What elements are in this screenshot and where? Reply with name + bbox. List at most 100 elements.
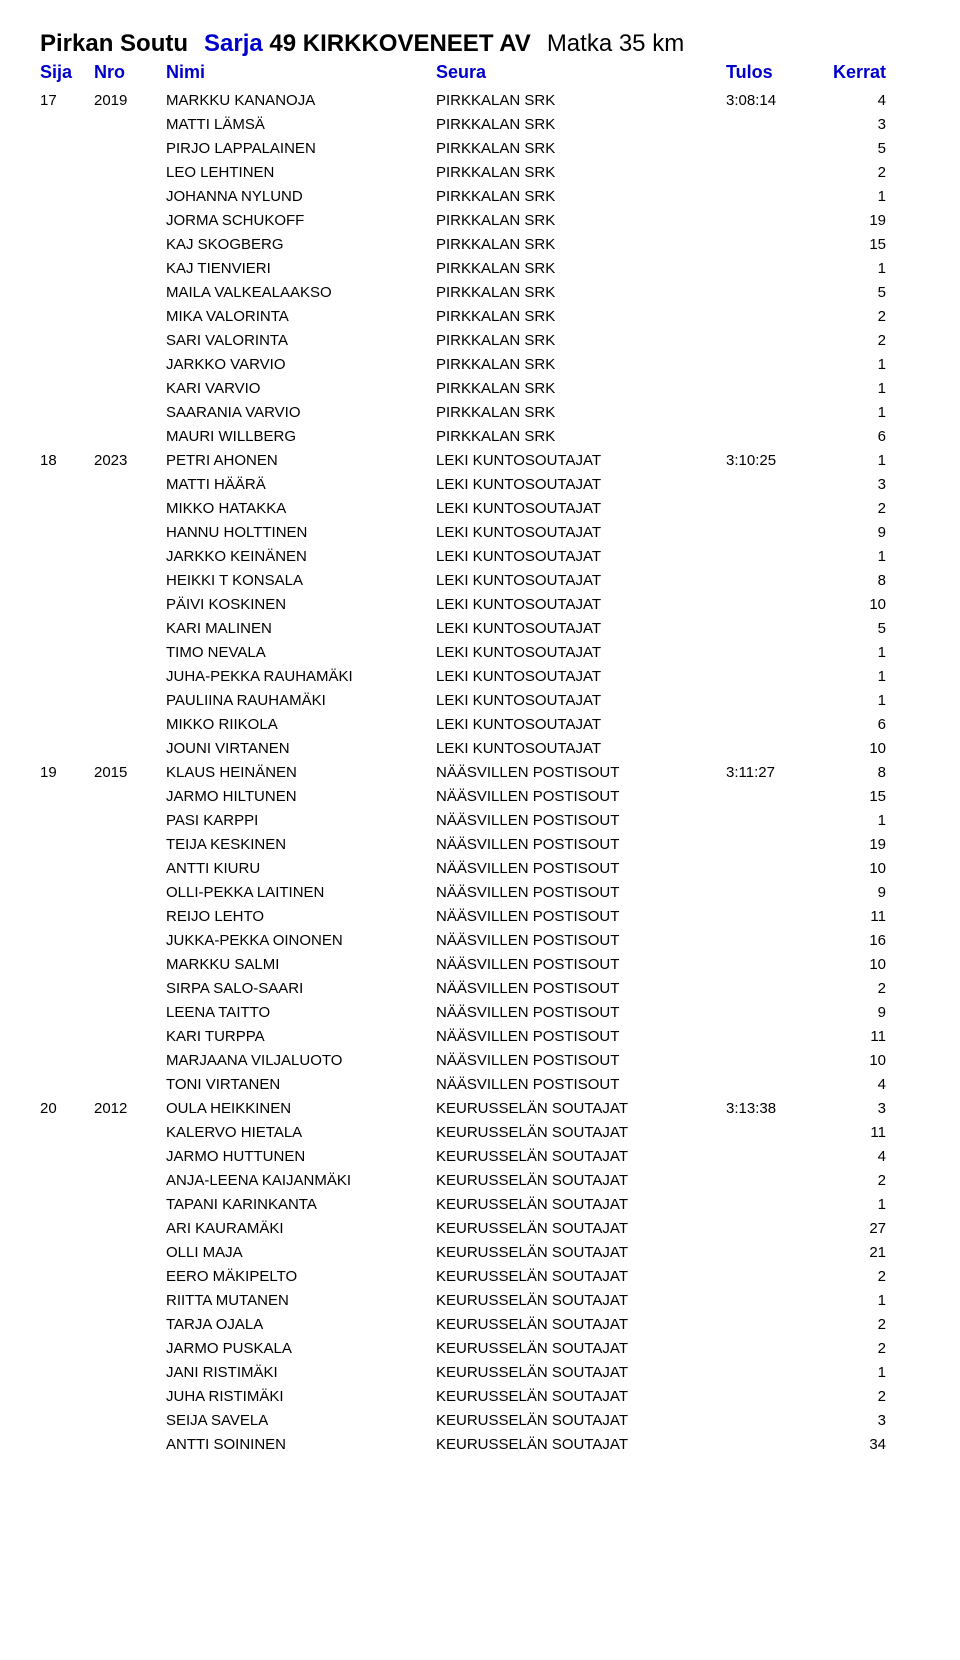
cell-name: JUHA-PEKKA RAUHAMÄKI — [166, 665, 436, 689]
cell-count: 19 — [816, 833, 886, 857]
cell-name: OLLI MAJA — [166, 1241, 436, 1265]
cell-time — [726, 329, 816, 353]
cell-place — [40, 545, 94, 569]
header-nro: Nro — [94, 62, 166, 83]
cell-count: 27 — [816, 1217, 886, 1241]
cell-time — [726, 1073, 816, 1097]
cell-count: 9 — [816, 881, 886, 905]
cell-count: 5 — [816, 281, 886, 305]
cell-time — [726, 1361, 816, 1385]
cell-count: 3 — [816, 1097, 886, 1121]
cell-place — [40, 641, 94, 665]
cell-name: MIKA VALORINTA — [166, 305, 436, 329]
cell-count: 1 — [816, 641, 886, 665]
cell-nro — [94, 713, 166, 737]
cell-name: KARI TURPPA — [166, 1025, 436, 1049]
cell-team: KEURUSSELÄN SOUTAJAT — [436, 1097, 726, 1121]
result-row: PÄIVI KOSKINENLEKI KUNTOSOUTAJAT10 — [40, 593, 920, 617]
cell-team: KEURUSSELÄN SOUTAJAT — [436, 1241, 726, 1265]
cell-time — [726, 857, 816, 881]
cell-nro — [94, 1265, 166, 1289]
cell-nro — [94, 1049, 166, 1073]
title-line: Pirkan Soutu Sarja 49 KIRKKOVENEET AV Ma… — [40, 30, 920, 58]
cell-time — [726, 905, 816, 929]
cell-place — [40, 1361, 94, 1385]
cell-count: 9 — [816, 521, 886, 545]
cell-team: PIRKKALAN SRK — [436, 353, 726, 377]
cell-time — [726, 185, 816, 209]
result-row: LEO LEHTINENPIRKKALAN SRK2 — [40, 161, 920, 185]
cell-name: REIJO LEHTO — [166, 905, 436, 929]
cell-place — [40, 1385, 94, 1409]
result-row: SIRPA SALO-SAARINÄÄSVILLEN POSTISOUT2 — [40, 977, 920, 1001]
cell-time — [726, 977, 816, 1001]
result-row: JARKKO KEINÄNENLEKI KUNTOSOUTAJAT1 — [40, 545, 920, 569]
result-row: TEIJA KESKINENNÄÄSVILLEN POSTISOUT19 — [40, 833, 920, 857]
cell-count: 15 — [816, 233, 886, 257]
cell-count: 1 — [816, 665, 886, 689]
cell-name: LEENA TAITTO — [166, 1001, 436, 1025]
cell-time — [726, 137, 816, 161]
cell-team: LEKI KUNTOSOUTAJAT — [436, 641, 726, 665]
cell-time — [726, 1337, 816, 1361]
cell-name: ARI KAURAMÄKI — [166, 1217, 436, 1241]
cell-nro — [94, 1145, 166, 1169]
result-row: ANTTI SOININENKEURUSSELÄN SOUTAJAT34 — [40, 1433, 920, 1457]
cell-name: KARI VARVIO — [166, 377, 436, 401]
cell-team: PIRKKALAN SRK — [436, 233, 726, 257]
cell-nro — [94, 113, 166, 137]
cell-nro — [94, 1217, 166, 1241]
result-row: SARI VALORINTAPIRKKALAN SRK2 — [40, 329, 920, 353]
cell-nro — [94, 1409, 166, 1433]
cell-team: LEKI KUNTOSOUTAJAT — [436, 737, 726, 761]
cell-nro: 2019 — [94, 89, 166, 113]
header-count: Kerrat — [816, 62, 886, 83]
result-row: LEENA TAITTONÄÄSVILLEN POSTISOUT9 — [40, 1001, 920, 1025]
cell-nro — [94, 521, 166, 545]
cell-count: 11 — [816, 905, 886, 929]
cell-team: KEURUSSELÄN SOUTAJAT — [436, 1433, 726, 1457]
result-row: JORMA SCHUKOFFPIRKKALAN SRK19 — [40, 209, 920, 233]
cell-team: PIRKKALAN SRK — [436, 401, 726, 425]
cell-team: KEURUSSELÄN SOUTAJAT — [436, 1385, 726, 1409]
cell-team: LEKI KUNTOSOUTAJAT — [436, 545, 726, 569]
cell-count: 5 — [816, 137, 886, 161]
cell-team: KEURUSSELÄN SOUTAJAT — [436, 1337, 726, 1361]
cell-time — [726, 1217, 816, 1241]
cell-place — [40, 1289, 94, 1313]
cell-name: MAILA VALKEALAAKSO — [166, 281, 436, 305]
cell-team: NÄÄSVILLEN POSTISOUT — [436, 761, 726, 785]
cell-nro — [94, 977, 166, 1001]
cell-name: JORMA SCHUKOFF — [166, 209, 436, 233]
result-row: JOUNI VIRTANENLEKI KUNTOSOUTAJAT10 — [40, 737, 920, 761]
cell-nro: 2023 — [94, 449, 166, 473]
cell-name: MARKKU KANANOJA — [166, 89, 436, 113]
cell-nro — [94, 785, 166, 809]
cell-name: TEIJA KESKINEN — [166, 833, 436, 857]
cell-count: 3 — [816, 1409, 886, 1433]
cell-name: JARMO PUSKALA — [166, 1337, 436, 1361]
cell-count: 15 — [816, 785, 886, 809]
result-row: KALERVO HIETALAKEURUSSELÄN SOUTAJAT11 — [40, 1121, 920, 1145]
cell-team: PIRKKALAN SRK — [436, 185, 726, 209]
cell-name: PASI KARPPI — [166, 809, 436, 833]
cell-time — [726, 401, 816, 425]
cell-place — [40, 353, 94, 377]
cell-team: LEKI KUNTOSOUTAJAT — [436, 449, 726, 473]
cell-count: 1 — [816, 257, 886, 281]
cell-team: LEKI KUNTOSOUTAJAT — [436, 665, 726, 689]
cell-count: 2 — [816, 1337, 886, 1361]
cell-time — [726, 473, 816, 497]
cell-nro — [94, 545, 166, 569]
cell-place — [40, 521, 94, 545]
series-value: 49 KIRKKOVENEET AV — [269, 30, 530, 57]
cell-place — [40, 137, 94, 161]
cell-time — [726, 617, 816, 641]
cell-place — [40, 857, 94, 881]
cell-nro — [94, 857, 166, 881]
cell-team: LEKI KUNTOSOUTAJAT — [436, 569, 726, 593]
cell-name: ANTTI SOININEN — [166, 1433, 436, 1457]
cell-name: SIRPA SALO-SAARI — [166, 977, 436, 1001]
cell-team: LEKI KUNTOSOUTAJAT — [436, 617, 726, 641]
cell-place — [40, 1241, 94, 1265]
